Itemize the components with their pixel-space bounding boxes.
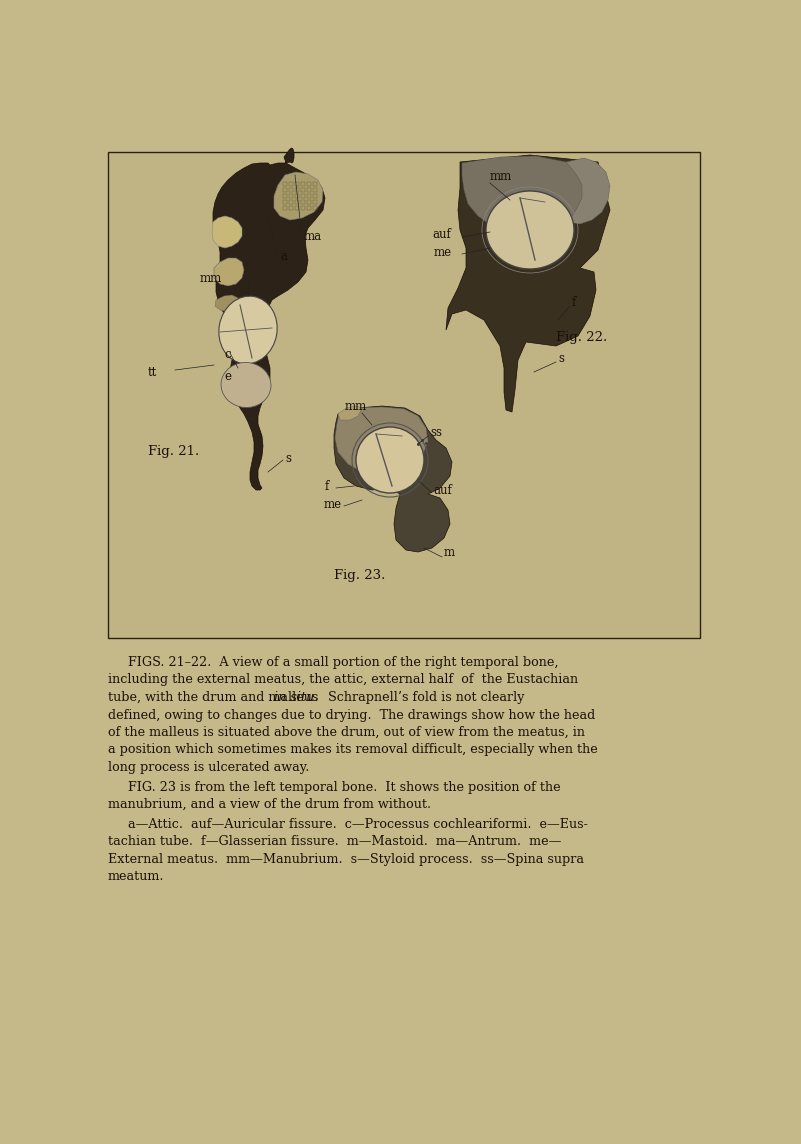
Ellipse shape xyxy=(486,191,574,269)
Polygon shape xyxy=(334,406,452,553)
Text: Fig. 23.: Fig. 23. xyxy=(334,569,386,581)
Text: tube, with the drum and malleus: tube, with the drum and malleus xyxy=(108,691,322,704)
Polygon shape xyxy=(462,156,592,235)
Text: in situ.: in situ. xyxy=(274,691,318,704)
Polygon shape xyxy=(566,158,610,224)
Polygon shape xyxy=(215,295,240,312)
Text: s: s xyxy=(558,351,564,365)
Text: manubrium, and a view of the drum from without.: manubrium, and a view of the drum from w… xyxy=(108,799,431,811)
Text: mm: mm xyxy=(490,170,513,183)
Polygon shape xyxy=(214,259,244,286)
Text: e: e xyxy=(224,370,231,382)
Text: Fig. 21.: Fig. 21. xyxy=(148,445,199,459)
Polygon shape xyxy=(446,154,610,412)
Text: a: a xyxy=(280,251,287,263)
Text: Schrapnell’s fold is not clearly: Schrapnell’s fold is not clearly xyxy=(320,691,525,704)
Text: s: s xyxy=(285,452,291,464)
Text: mm: mm xyxy=(345,400,367,413)
Text: Fig. 22.: Fig. 22. xyxy=(556,332,607,344)
Text: me: me xyxy=(324,498,342,510)
Ellipse shape xyxy=(221,363,271,407)
Text: FIGS. 21–22.  A view of a small portion of the right temporal bone,: FIGS. 21–22. A view of a small portion o… xyxy=(108,656,558,669)
Ellipse shape xyxy=(356,427,424,493)
Text: me: me xyxy=(434,246,452,259)
Text: a—Attic.  auf—Auricular fissure.  c—Processus cochleariformi.  e—Eus-: a—Attic. auf—Auricular fissure. c—Proces… xyxy=(108,818,588,831)
Text: long process is ulcerated away.: long process is ulcerated away. xyxy=(108,761,309,774)
Ellipse shape xyxy=(219,296,277,364)
Text: f: f xyxy=(572,295,576,309)
Text: mm: mm xyxy=(200,272,222,286)
Text: meatum.: meatum. xyxy=(108,869,164,883)
Text: ss: ss xyxy=(430,426,442,438)
Text: auf: auf xyxy=(432,229,451,241)
Polygon shape xyxy=(338,406,362,420)
Text: tt: tt xyxy=(148,365,157,379)
Text: f: f xyxy=(325,479,329,493)
Polygon shape xyxy=(274,172,323,220)
Text: m: m xyxy=(444,547,455,559)
Text: of the malleus is situated above the drum, out of view from the meatus, in: of the malleus is situated above the dru… xyxy=(108,726,585,739)
Polygon shape xyxy=(335,407,428,474)
Polygon shape xyxy=(212,216,242,248)
Bar xyxy=(108,152,700,638)
Text: auf: auf xyxy=(433,484,452,496)
Text: c: c xyxy=(224,349,231,362)
Text: a position which sometimes makes its removal difficult, especially when the: a position which sometimes makes its rem… xyxy=(108,744,598,756)
Text: FIG. 23 is from the left temporal bone.  It shows the position of the: FIG. 23 is from the left temporal bone. … xyxy=(108,780,561,794)
Text: including the external meatus, the attic, external half  of  the Eustachian: including the external meatus, the attic… xyxy=(108,674,578,686)
Text: defined, owing to changes due to drying.  The drawings show how the head: defined, owing to changes due to drying.… xyxy=(108,708,595,722)
Text: ma: ma xyxy=(304,230,322,244)
Text: tachian tube.  f—Glasserian fissure.  m—Mastoid.  ma—Antrum.  me—: tachian tube. f—Glasserian fissure. m—Ma… xyxy=(108,835,562,848)
Text: External meatus.  mm—Manubrium.  s—Styloid process.  ss—Spina supra: External meatus. mm—Manubrium. s—Styloid… xyxy=(108,852,584,866)
Polygon shape xyxy=(213,148,325,490)
